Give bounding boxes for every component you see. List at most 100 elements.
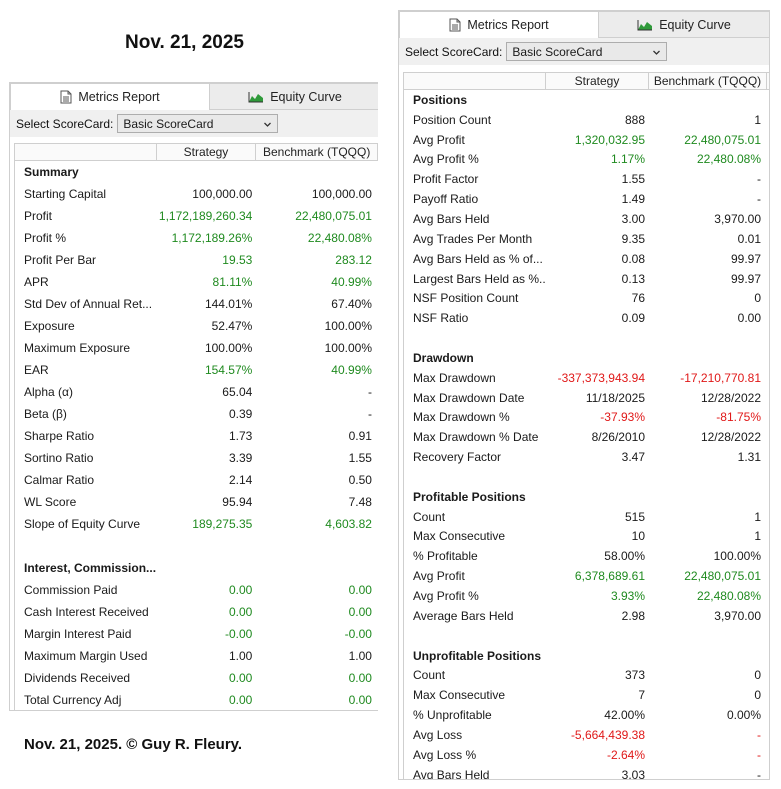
benchmark-value: 40.99%: [331, 363, 372, 377]
scorecard-dropdown[interactable]: Basic ScoreCard: [506, 42, 668, 61]
strategy-value: 58.00%: [604, 549, 645, 564]
metric-name: Margin Interest Paid: [24, 627, 132, 641]
table-row: Profit % 1,172,189.26% 22,480.08%: [15, 227, 378, 249]
table-row: Position Count 888 1: [404, 110, 769, 130]
table-row: NSF Ratio 0.09 0.00: [404, 308, 769, 328]
benchmark-value: 7.48: [348, 495, 372, 509]
header-benchmark[interactable]: Benchmark (TQQQ): [649, 73, 767, 89]
metric-name: Max Consecutive: [413, 529, 506, 544]
table-row: % Profitable 58.00% 100.00%: [404, 546, 769, 566]
strategy-value: 11/18/2025: [585, 390, 645, 405]
strategy-value: 19.53: [222, 253, 253, 267]
benchmark-value: -: [757, 172, 761, 187]
strategy-value: 154.57%: [204, 363, 253, 377]
strategy-value: 65.04: [222, 385, 253, 399]
section-header: Profitable Positions: [404, 487, 769, 507]
tab-label: Metrics Report: [78, 90, 160, 104]
metric-name: Avg Loss: [413, 727, 463, 742]
section-title: Positions: [413, 92, 468, 107]
header-strategy[interactable]: Strategy: [546, 73, 649, 89]
metric-name: Largest Bars Held as %...: [413, 271, 546, 286]
scorecard-dropdown[interactable]: Basic ScoreCard: [117, 114, 279, 133]
table-row: Avg Loss -5,664,439.38 -: [404, 725, 769, 745]
tab-equity-curve[interactable]: Equity Curve: [209, 83, 378, 109]
table-row: Avg Bars Held as % of... 0.08 99.97: [404, 249, 769, 269]
table-row: Avg Bars Held 3.00 3,970.00: [404, 209, 769, 229]
metrics-panel-right: Metrics Report Equity Curve Select Score…: [398, 10, 770, 780]
tab-metrics-report[interactable]: Metrics Report: [399, 11, 599, 38]
benchmark-value: 22,480.08%: [696, 152, 761, 167]
strategy-value: 3.47: [621, 450, 645, 465]
benchmark-value: 0.00: [348, 671, 372, 685]
table-row: Count 515 1: [404, 507, 769, 527]
table-row: Avg Trades Per Month 9.35 0.01: [404, 229, 769, 249]
benchmark-value: 3,970.00: [714, 608, 761, 623]
chevron-down-icon: [263, 118, 272, 132]
strategy-value: -37.93%: [600, 410, 645, 425]
table-row: Count 373 0: [404, 665, 769, 685]
metric-name: NSF Position Count: [413, 291, 519, 306]
benchmark-value: 0.91: [348, 429, 372, 443]
table-row: Max Drawdown -337,373,943.94 -17,210,770.8…: [404, 368, 769, 388]
tab-label: Equity Curve: [659, 17, 731, 32]
table-row: Slope of Equity Curve 189,275.35 4,603.82: [15, 513, 378, 535]
table-row: Calmar Ratio 2.14 0.50: [15, 469, 378, 491]
strategy-value: 0.00: [228, 583, 253, 597]
metrics-table-right: Strategy Benchmark (TQQQ) Positions Posit…: [403, 72, 769, 780]
strategy-value: -0.00: [224, 627, 253, 641]
tab-equity-curve[interactable]: Equity Curve: [598, 11, 769, 37]
header-strategy[interactable]: Strategy: [157, 144, 257, 160]
strategy-value: 1.49: [621, 192, 645, 207]
strategy-value: 1.55: [621, 172, 645, 187]
benchmark-value: 0.00: [348, 693, 372, 707]
tab-label: Metrics Report: [467, 18, 549, 32]
tab-metrics-report[interactable]: Metrics Report: [10, 83, 210, 110]
strategy-value: 42.00%: [604, 708, 645, 723]
chevron-down-icon: [652, 46, 661, 60]
metric-name: Profit Per Bar: [24, 253, 97, 267]
table-row: Maximum Exposure 100.00% 100.00%: [15, 337, 378, 359]
metric-name: Maximum Margin Used: [24, 649, 148, 663]
strategy-value: 0.00: [228, 671, 253, 685]
metric-name: % Profitable: [413, 549, 478, 564]
metric-name: Average Bars Held: [413, 608, 514, 623]
scorecard-selector-row: Select ScoreCard: Basic ScoreCard: [10, 110, 378, 137]
table-row: WL Score 95.94 7.48: [15, 491, 378, 513]
strategy-value: 1,320,032.95: [574, 132, 645, 147]
table-row: Std Dev of Annual Ret... 144.01% 67.40%: [15, 293, 378, 315]
metric-name: WL Score: [24, 495, 77, 509]
section-title: Unprofitable Positions: [413, 648, 542, 663]
benchmark-value: -: [757, 192, 761, 207]
metric-name: Cash Interest Received: [24, 605, 149, 619]
benchmark-value: 12/28/2022: [700, 390, 761, 405]
table-row: Profit Per Bar 19.53 283.12: [15, 249, 378, 271]
table-row: Avg Bars Held 3.03 -: [404, 765, 769, 780]
header-metric: [15, 144, 157, 160]
benchmark-value: 99.97: [730, 271, 761, 286]
benchmark-value: 99.97: [730, 251, 761, 266]
benchmark-value: -: [757, 767, 761, 780]
table-row: Max Consecutive 10 1: [404, 527, 769, 547]
benchmark-value: 1.55: [348, 451, 372, 465]
benchmark-value: 12/28/2022: [700, 430, 761, 445]
table-row: Avg Profit 1,320,032.95 22,480,075.01: [404, 130, 769, 150]
table-row: Max Consecutive 7 0: [404, 685, 769, 705]
metric-name: Profit Factor: [413, 172, 479, 187]
metric-name: Beta (β): [24, 407, 67, 421]
strategy-value: 888: [624, 112, 645, 127]
header-benchmark[interactable]: Benchmark (TQQQ): [256, 144, 378, 160]
scorecard-label: Select ScoreCard:: [16, 116, 114, 131]
table-row: Sortino Ratio 3.39 1.55: [15, 447, 378, 469]
benchmark-value: -: [367, 385, 372, 399]
strategy-value: 100.00%: [204, 341, 253, 355]
metric-name: Avg Bars Held as % of...: [413, 251, 543, 266]
metric-name: % Unprofitable: [413, 708, 492, 723]
table-row: Total Currency Adj 0.00 0.00: [15, 689, 378, 710]
benchmark-value: 0.00: [348, 583, 372, 597]
benchmark-value: 22,480.08%: [307, 231, 372, 245]
metric-name: Max Drawdown: [413, 370, 496, 385]
report-date-caption: Nov. 21, 2025: [125, 32, 245, 53]
table-row: Beta (β) 0.39 -: [15, 403, 378, 425]
strategy-value: 1,172,189,260.34: [158, 209, 253, 223]
benchmark-value: -: [757, 727, 761, 742]
